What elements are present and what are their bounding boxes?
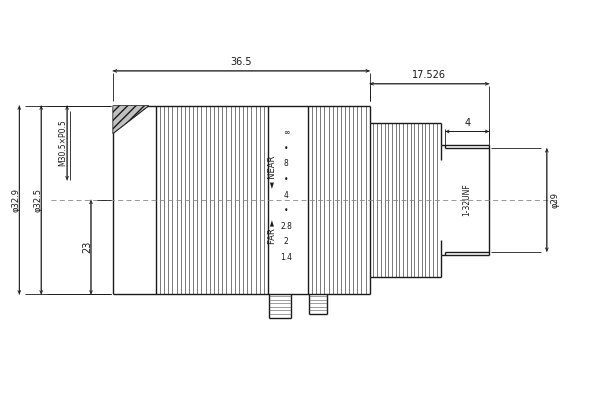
Text: FAR ►: FAR ►	[268, 219, 277, 244]
Polygon shape	[113, 106, 149, 134]
Text: •: •	[284, 144, 289, 153]
Text: φ32.5: φ32.5	[34, 188, 43, 212]
Text: 1-32UNF: 1-32UNF	[462, 184, 471, 216]
Text: 4: 4	[464, 118, 470, 128]
Text: 36.5: 36.5	[230, 57, 252, 67]
Text: 17.526: 17.526	[412, 70, 446, 80]
Text: φ29: φ29	[551, 192, 560, 208]
Text: 8: 8	[284, 159, 289, 168]
Text: ◄ NEAR: ◄ NEAR	[268, 156, 277, 188]
Text: •: •	[284, 175, 289, 184]
Text: 1.4: 1.4	[280, 253, 292, 262]
Text: ∞: ∞	[283, 128, 289, 137]
Text: 23: 23	[82, 241, 92, 253]
Text: M30.5×P0.5: M30.5×P0.5	[59, 120, 68, 166]
Text: 2: 2	[284, 238, 289, 246]
Text: 2.8: 2.8	[280, 222, 292, 231]
Text: •: •	[284, 206, 289, 215]
Text: φ32.9: φ32.9	[12, 188, 21, 212]
Text: 4: 4	[284, 190, 289, 200]
